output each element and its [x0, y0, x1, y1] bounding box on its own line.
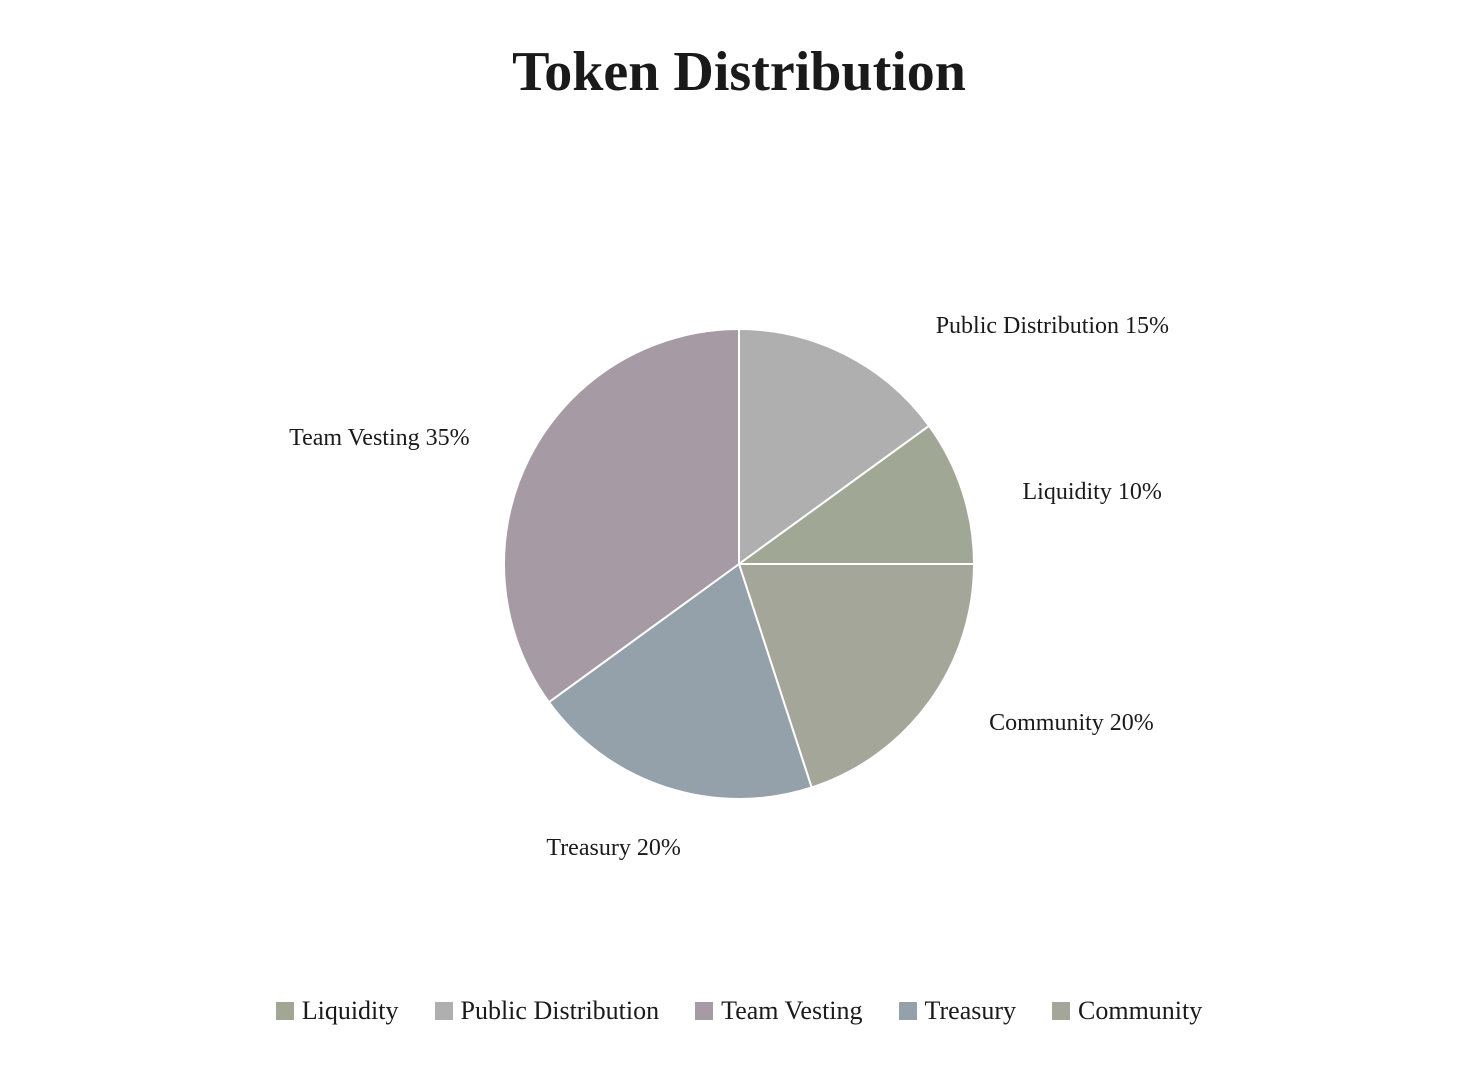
- legend-item: Liquidity: [276, 996, 399, 1026]
- legend-label: Community: [1078, 996, 1202, 1026]
- chart-title: Token Distribution: [512, 40, 966, 104]
- pie-slice-label: Team Vesting 35%: [289, 425, 470, 452]
- legend-item: Team Vesting: [695, 996, 862, 1026]
- pie-slice-label: Treasury 20%: [546, 835, 680, 862]
- pie-chart-area: Public Distribution 15% Liquidity 10% Comm…: [0, 104, 1478, 996]
- pie-slice-label: Public Distribution 15%: [936, 313, 1169, 340]
- legend: Liquidity Public Distribution Team Vesting…: [276, 996, 1203, 1026]
- legend-label: Treasury: [925, 996, 1016, 1026]
- pie-svg: [494, 319, 984, 809]
- legend-label: Public Distribution: [461, 996, 660, 1026]
- legend-item: Community: [1052, 996, 1202, 1026]
- pie-slice-label: Community 20%: [989, 710, 1154, 737]
- legend-swatch: [1052, 1002, 1070, 1020]
- legend-label: Liquidity: [302, 996, 399, 1026]
- legend-item: Treasury: [899, 996, 1016, 1026]
- legend-swatch: [899, 1002, 917, 1020]
- pie-slice-label: Liquidity 10%: [1022, 479, 1161, 506]
- legend-swatch: [435, 1002, 453, 1020]
- legend-swatch: [695, 1002, 713, 1020]
- chart-container: Token Distribution Public Distribution 1…: [0, 0, 1478, 1086]
- legend-item: Public Distribution: [435, 996, 660, 1026]
- legend-swatch: [276, 1002, 294, 1020]
- legend-label: Team Vesting: [721, 996, 862, 1026]
